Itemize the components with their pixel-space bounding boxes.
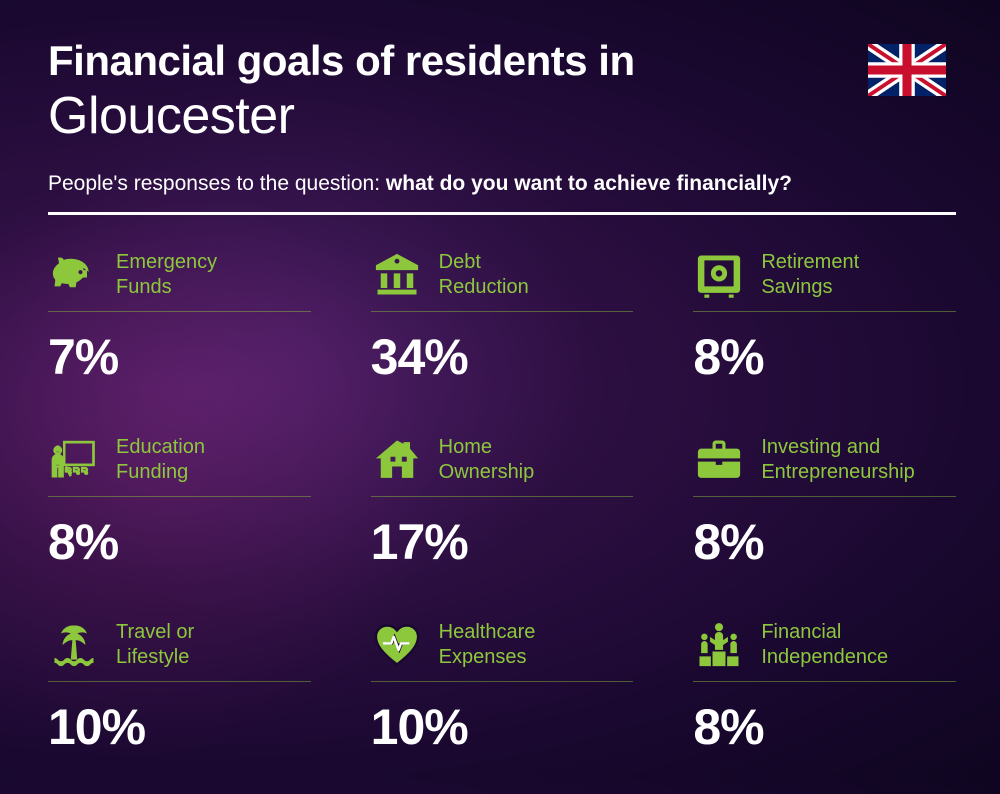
stat-label: Investing andEntrepreneurship [761, 435, 914, 485]
uk-flag-icon [868, 44, 946, 94]
stat-education-funding: EducationFunding 8% [48, 434, 311, 571]
stat-value: 8% [693, 328, 956, 386]
stat-financial-independence: FinancialIndependence 8% [693, 619, 956, 756]
briefcase-icon [693, 434, 745, 486]
stat-travel-lifestyle: Travel orLifestyle 10% [48, 619, 311, 756]
stat-label: HealthcareExpenses [439, 620, 536, 670]
stat-debt-reduction: DebtReduction 34% [371, 249, 634, 386]
subtitle: People's responses to the question: what… [48, 172, 952, 196]
stat-retirement-savings: RetirementSavings 8% [693, 249, 956, 386]
stat-value: 17% [371, 513, 634, 571]
subtitle-bold: what do you want to achieve financially? [386, 172, 792, 195]
stat-value: 10% [48, 698, 311, 756]
stat-label: DebtReduction [439, 250, 529, 300]
safe-icon [693, 249, 745, 301]
stat-value: 8% [693, 698, 956, 756]
stat-label: HomeOwnership [439, 435, 535, 485]
stat-label: Travel orLifestyle [116, 620, 194, 670]
bank-icon [371, 249, 423, 301]
stat-label: RetirementSavings [761, 250, 859, 300]
stat-value: 10% [371, 698, 634, 756]
subtitle-prefix: People's responses to the question: [48, 172, 386, 195]
stat-label: FinancialIndependence [761, 620, 888, 670]
podium-icon [693, 619, 745, 671]
stat-home-ownership: HomeOwnership 17% [371, 434, 634, 571]
house-icon [371, 434, 423, 486]
stat-value: 8% [693, 513, 956, 571]
presentation-icon [48, 434, 100, 486]
stat-label: EmergencyFunds [116, 250, 217, 300]
title-line2: Gloucester [48, 86, 952, 146]
stats-grid: EmergencyFunds 7% DebtReduction 34% [48, 249, 956, 756]
title-line1: Financial goals of residents in [48, 38, 952, 84]
stat-value: 7% [48, 328, 311, 386]
divider [48, 212, 956, 215]
stat-investing: Investing andEntrepreneurship 8% [693, 434, 956, 571]
stat-label: EducationFunding [116, 435, 205, 485]
palm-tree-icon [48, 619, 100, 671]
heart-pulse-icon [371, 619, 423, 671]
stat-emergency-funds: EmergencyFunds 7% [48, 249, 311, 386]
piggy-bank-icon [48, 249, 100, 301]
stat-value: 8% [48, 513, 311, 571]
header: Financial goals of residents in Gloucest… [48, 38, 952, 215]
stat-value: 34% [371, 328, 634, 386]
stat-healthcare-expenses: HealthcareExpenses 10% [371, 619, 634, 756]
